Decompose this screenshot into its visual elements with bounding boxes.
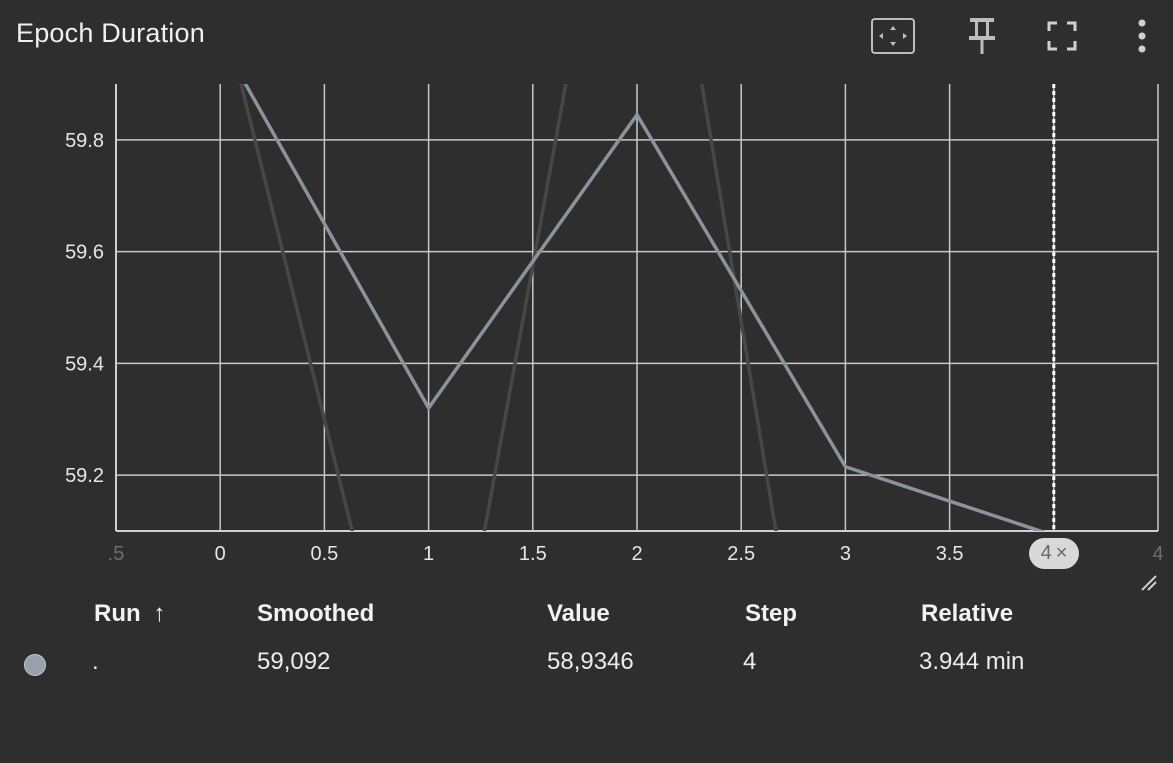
y-tick-label: 59.4 xyxy=(65,353,104,375)
cell-step: 4 xyxy=(743,648,757,675)
fullscreen-button[interactable] xyxy=(1040,14,1084,58)
fullscreen-icon xyxy=(1047,21,1077,51)
x-tick-label: 0.5 xyxy=(310,543,338,565)
fit-domain-icon xyxy=(871,18,915,54)
resize-handle-icon[interactable] xyxy=(1139,573,1159,593)
table-header: Run ↑ Smoothed Value Step Relative xyxy=(0,600,1173,632)
close-icon[interactable]: × xyxy=(1055,542,1068,564)
col-run-label: Run xyxy=(94,600,141,627)
hover-step-label: 4 xyxy=(1040,542,1052,564)
x-tick-label: .5 xyxy=(108,543,125,565)
pin-icon xyxy=(969,18,995,54)
y-tick-label: 59.6 xyxy=(65,242,104,264)
x-tick-label: 4 xyxy=(1152,543,1163,565)
y-tick-label: 59.2 xyxy=(65,465,104,487)
smoothed-series-line xyxy=(243,84,1046,531)
col-run[interactable]: Run ↑ xyxy=(94,600,165,628)
chart-ticks: .5 0 0.5 1 1.5 2 2.5 3 3.5 4 59.2 59.4 59.6 59.8 xyxy=(65,130,1164,565)
run-color-dot[interactable] xyxy=(24,654,46,676)
cell-relative: 3.944 min xyxy=(919,648,1025,675)
pin-button[interactable] xyxy=(960,14,1004,58)
col-smoothed[interactable]: Smoothed xyxy=(257,600,375,627)
x-tick-label: 0 xyxy=(215,543,226,565)
x-tick-label: 1 xyxy=(423,543,434,565)
x-tick-label: 2 xyxy=(631,543,642,565)
more-options-button[interactable] xyxy=(1120,14,1164,58)
line-chart[interactable]: .5 0 0.5 1 1.5 2 2.5 3 3.5 4 59.2 59.4 59.6 59.8 xyxy=(0,0,1173,600)
cell-smoothed: 59,092 xyxy=(257,648,331,675)
more-vert-icon xyxy=(1138,19,1146,53)
table-row[interactable]: . 59,092 58,9346 4 3.944 min xyxy=(0,648,1173,682)
sort-arrow-icon: ↑ xyxy=(153,600,166,627)
cell-value: 58,9346 xyxy=(547,648,634,675)
fit-domain-button[interactable] xyxy=(871,14,915,58)
cell-run: . xyxy=(92,648,99,675)
col-step[interactable]: Step xyxy=(745,600,798,627)
hover-step-chip[interactable]: 4 × xyxy=(1029,538,1079,569)
chart-grid xyxy=(115,84,1159,532)
chart-series xyxy=(239,84,1056,531)
col-value[interactable]: Value xyxy=(547,600,610,627)
card-title: Epoch Duration xyxy=(16,18,205,48)
x-tick-label: 1.5 xyxy=(519,543,547,565)
x-tick-label: 2.5 xyxy=(727,543,755,565)
x-tick-label: 3 xyxy=(840,543,851,565)
col-relative[interactable]: Relative xyxy=(921,600,1014,627)
y-tick-label: 59.8 xyxy=(65,130,104,152)
x-tick-label: 3.5 xyxy=(936,543,964,565)
